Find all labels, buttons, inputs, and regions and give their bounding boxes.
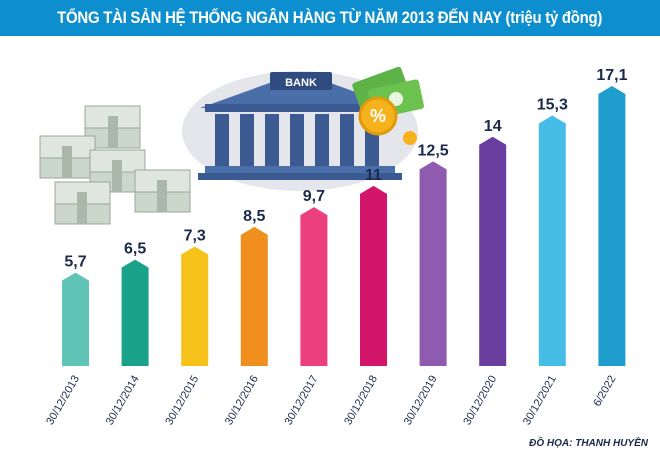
x-tick-label: 30/12/2019 bbox=[402, 374, 440, 428]
value-label: 17,1 bbox=[596, 67, 627, 84]
x-tick-label: 30/12/2015 bbox=[163, 374, 201, 428]
value-label: 9,7 bbox=[303, 188, 325, 205]
x-tick-label: 30/12/2016 bbox=[223, 374, 261, 428]
value-label: 8,5 bbox=[243, 208, 265, 225]
percent-coin-icon: % bbox=[358, 96, 417, 145]
bank-sign: BANK bbox=[285, 77, 317, 89]
value-label: 12,5 bbox=[418, 142, 449, 159]
value-label: 11 bbox=[365, 167, 382, 184]
svg-text:%: % bbox=[370, 106, 386, 126]
bar bbox=[479, 136, 507, 366]
value-label: 15,3 bbox=[537, 96, 568, 113]
x-tick-label: 30/12/2017 bbox=[283, 374, 321, 428]
x-tick-label: 30/12/2013 bbox=[44, 374, 82, 428]
bar bbox=[419, 161, 447, 366]
bar bbox=[598, 86, 626, 366]
x-tick-label: 6/2022 bbox=[591, 374, 618, 409]
value-label: 7,3 bbox=[184, 227, 206, 244]
x-tick-label: 30/12/2018 bbox=[342, 374, 380, 428]
bars-group bbox=[62, 86, 626, 366]
money-stacks-icon bbox=[39, 105, 191, 225]
bar-chart: BANK % bbox=[39, 66, 628, 428]
bar bbox=[181, 246, 209, 366]
value-label: 5,7 bbox=[64, 254, 86, 271]
value-label: 6,5 bbox=[124, 241, 146, 258]
x-tick-label: 30/12/2021 bbox=[521, 374, 559, 428]
bar bbox=[240, 226, 268, 366]
credit-text: ĐỒ HỌA: THANH HUYỀN bbox=[529, 438, 648, 449]
bar bbox=[538, 115, 566, 366]
x-tick-label: 30/12/2014 bbox=[104, 374, 142, 428]
bar bbox=[62, 272, 89, 366]
title-bar: TỔNG TÀI SẢN HỆ THỐNG NGÂN HÀNG TỪ NĂM 2… bbox=[0, 0, 660, 36]
x-labels-group: 30/12/2013 30/12/2014 30/12/2015 30/12/2016… bbox=[44, 374, 618, 428]
value-label: 14 bbox=[484, 118, 502, 135]
x-tick-label: 30/12/2020 bbox=[461, 374, 499, 428]
bar bbox=[360, 185, 387, 366]
bar bbox=[300, 207, 328, 366]
value-labels-group: 5,7 6,5 7,3 8,5 9,7 11 12,5 14 15,3 17,1 bbox=[64, 67, 627, 271]
chart-title: TỔNG TÀI SẢN HỆ THỐNG NGÂN HÀNG TỪ NĂM 2… bbox=[57, 8, 603, 27]
bar bbox=[121, 259, 149, 366]
